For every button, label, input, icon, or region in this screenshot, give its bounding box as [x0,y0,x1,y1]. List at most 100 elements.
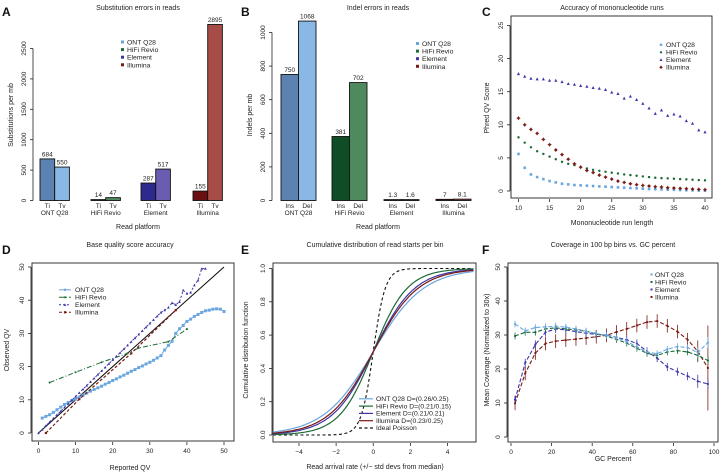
panel-c-series-illumina [516,116,707,192]
panel-b-legend-label: HiFi Revio [422,49,454,56]
panel-a-bar [105,197,121,201]
panel-b-legend-swatch [416,42,419,45]
panel-c-mononucleotide-chart: Accuracy of mononucleotide runs Mononucle… [484,5,713,227]
panel-c-point [529,146,533,149]
panel-c-point [529,127,533,132]
panel-c-point [554,157,558,161]
panel-d-point [81,387,85,391]
panel-d-legend-marker [63,303,67,306]
panel-c-point-cross [696,187,701,192]
panel-d-legend-label: Element [75,302,100,309]
panel-e-y-tick-label: 0.0 [260,430,267,439]
panel-d-series-line [38,268,206,434]
panel-a-bar-value-label: 2895 [208,17,223,24]
panel-d-point [111,379,115,383]
panel-f-x-tick-label: 80 [670,449,678,456]
panel-d-point [126,343,129,347]
panel-d-point [48,381,51,384]
panel-f-y-tick-label: 0 [495,435,502,439]
panel-d-point [178,300,181,303]
panel-a-bar [90,199,107,201]
panel-c-point [635,97,639,101]
panel-c-point [616,172,620,175]
panel-c-point [622,173,626,176]
panel-a-legend-swatch [121,40,124,44]
panel-d-y-tick-label: 20 [19,363,26,371]
panel-f-x-axis-label: GC Percent [595,456,632,463]
panel-c-point [616,186,620,189]
panel-c-point [604,170,607,174]
panel-c-point [572,161,577,166]
panel-f-x-tick-label: 20 [548,449,556,456]
panel-a-legend-label: HiFi Revio [127,47,159,54]
panel-c-point [516,72,521,76]
panel-e-title: Cumulative distribution of read starts p… [307,242,444,249]
panel-d-point [118,351,122,354]
panel-b-bar-value-label: 702 [353,75,364,82]
panel-e-legend-label: Element D=(0.21/0.21) [376,411,445,418]
panel-f-series-line [514,327,709,361]
panel-d-point [100,369,103,373]
panel-e-x-tick-label: 0 [371,449,375,456]
panel-f-legend-label: ONT Q28 [655,272,684,279]
panel-c-point [660,188,663,191]
panel-letter-c: C [482,5,491,19]
panel-c-legend-marker-cross [659,65,663,70]
panel-c-point [603,88,608,92]
panel-a-substitution-chart: Substitution errors in reads Read platfor… [8,5,223,231]
panel-d-point [55,413,59,416]
panel-c-point [579,184,582,187]
panel-c-point [560,80,564,84]
panel-c-point [516,116,521,121]
panel-d-point [122,347,126,351]
panel-c-point-cross [634,182,639,187]
panel-b-bar-value-label: 1068 [300,14,315,21]
panel-d-point [166,343,170,347]
panel-b-group-label: HiFi Revio [335,210,365,217]
panel-a-legend-label: Illumina [127,62,151,69]
panel-d-point [163,308,166,312]
panel-c-point [684,186,689,191]
panel-d-point [159,311,163,314]
panel-c-point [703,179,707,182]
panel-c-point [541,137,546,142]
panel-b-y-tick-label: 600 [260,94,267,105]
panel-d-point [48,420,51,424]
panel-c-point [585,84,589,88]
panel-d-point [144,362,148,366]
panel-c-point [548,155,551,158]
panel-d-y-tick-label: 50 [19,263,26,271]
panel-letter-e: E [241,243,249,257]
panel-b-legend-swatch [416,57,419,61]
panel-d-point [107,381,111,385]
panel-e-legend: ONT Q28 D=(0.26/0.25)HiFi Revio D=(0.21/… [359,396,451,432]
panel-d-point [74,397,78,401]
panel-d-x-tick-label: 30 [146,448,154,455]
panel-c-point [560,182,564,186]
panel-c-point [666,113,670,117]
panel-e-y-tick-label: 1.0 [260,264,267,273]
panel-b-bar-value-label: 1.6 [406,192,415,199]
panel-d-point [74,371,77,374]
panel-d-point [222,309,226,313]
panel-d-point [130,352,133,355]
panel-d-point [170,339,174,343]
panel-c-point [604,185,607,188]
panel-e-plot-frame [272,262,477,443]
panel-c-point [684,119,688,123]
panel-a-y-tick-label: 2500 [21,41,28,56]
panel-c-point [666,177,669,180]
panel-d-point [155,356,159,360]
panel-d-title: Base quality score accuracy [86,242,174,249]
panel-e-y-tick-label: 0.8 [260,297,267,306]
panel-b-group-label: Illumina [442,210,465,217]
panel-c-point-cross [672,186,676,190]
panel-a-bar-category-label: Ti [96,203,101,210]
panel-d-point [203,309,207,313]
panel-c-point [616,91,620,95]
panel-e-y-axis-label: Cumulative distribution function [243,301,250,398]
panel-b-y-tick-label: 0 [260,198,267,202]
